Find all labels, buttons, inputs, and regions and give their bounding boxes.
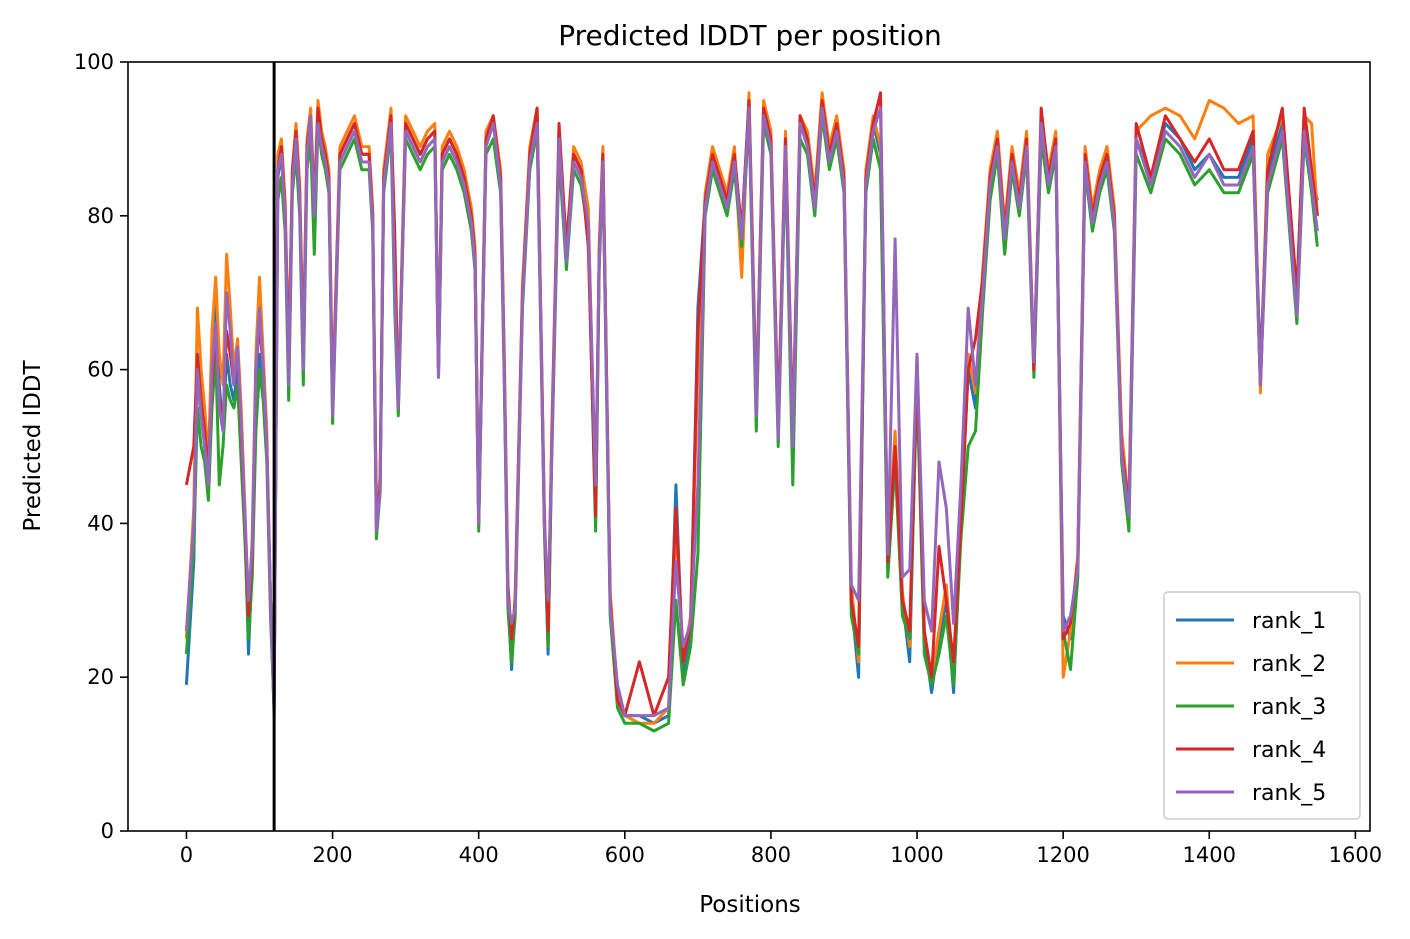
legend-label-rank_2: rank_2 bbox=[1252, 652, 1326, 677]
y-tick-label: 40 bbox=[87, 511, 114, 535]
legend-label-rank_5: rank_5 bbox=[1252, 781, 1326, 806]
legend-label-rank_1: rank_1 bbox=[1252, 609, 1326, 634]
x-tick-label: 600 bbox=[605, 843, 645, 867]
y-tick-label: 60 bbox=[87, 358, 114, 382]
x-tick-label: 1600 bbox=[1329, 843, 1382, 867]
axes: 0 200 400 600 800 1000 1200 1400 1600 0 20 40 60 80 10… bbox=[74, 50, 1382, 867]
y-axis-label: Predicted lDDT bbox=[20, 359, 46, 531]
x-tick-label: 200 bbox=[313, 843, 353, 867]
legend-label-rank_3: rank_3 bbox=[1252, 695, 1326, 720]
plot-area bbox=[184, 62, 1319, 831]
x-tick-label: 1400 bbox=[1183, 843, 1236, 867]
x-tick-label: 1200 bbox=[1036, 843, 1089, 867]
y-tick-label: 100 bbox=[74, 50, 114, 74]
legend: rank_1 rank_2 rank_3 rank_4 rank_5 bbox=[1163, 591, 1361, 820]
y-tick-label: 0 bbox=[101, 819, 114, 843]
legend-box bbox=[1163, 591, 1361, 820]
y-tick-label: 20 bbox=[87, 665, 114, 689]
x-tick-label: 800 bbox=[751, 843, 791, 867]
x-axis-label: Positions bbox=[699, 892, 801, 918]
plot-frame bbox=[127, 61, 1371, 832]
x-tick-label: 0 bbox=[180, 843, 193, 867]
y-tick-label: 80 bbox=[87, 204, 114, 228]
x-tick-label: 1000 bbox=[890, 843, 943, 867]
legend-label-rank_4: rank_4 bbox=[1252, 738, 1326, 763]
series-line-rank_5 bbox=[184, 106, 1319, 718]
x-tick-label: 400 bbox=[459, 843, 499, 867]
chart-title: Predicted lDDT per position bbox=[558, 19, 942, 52]
